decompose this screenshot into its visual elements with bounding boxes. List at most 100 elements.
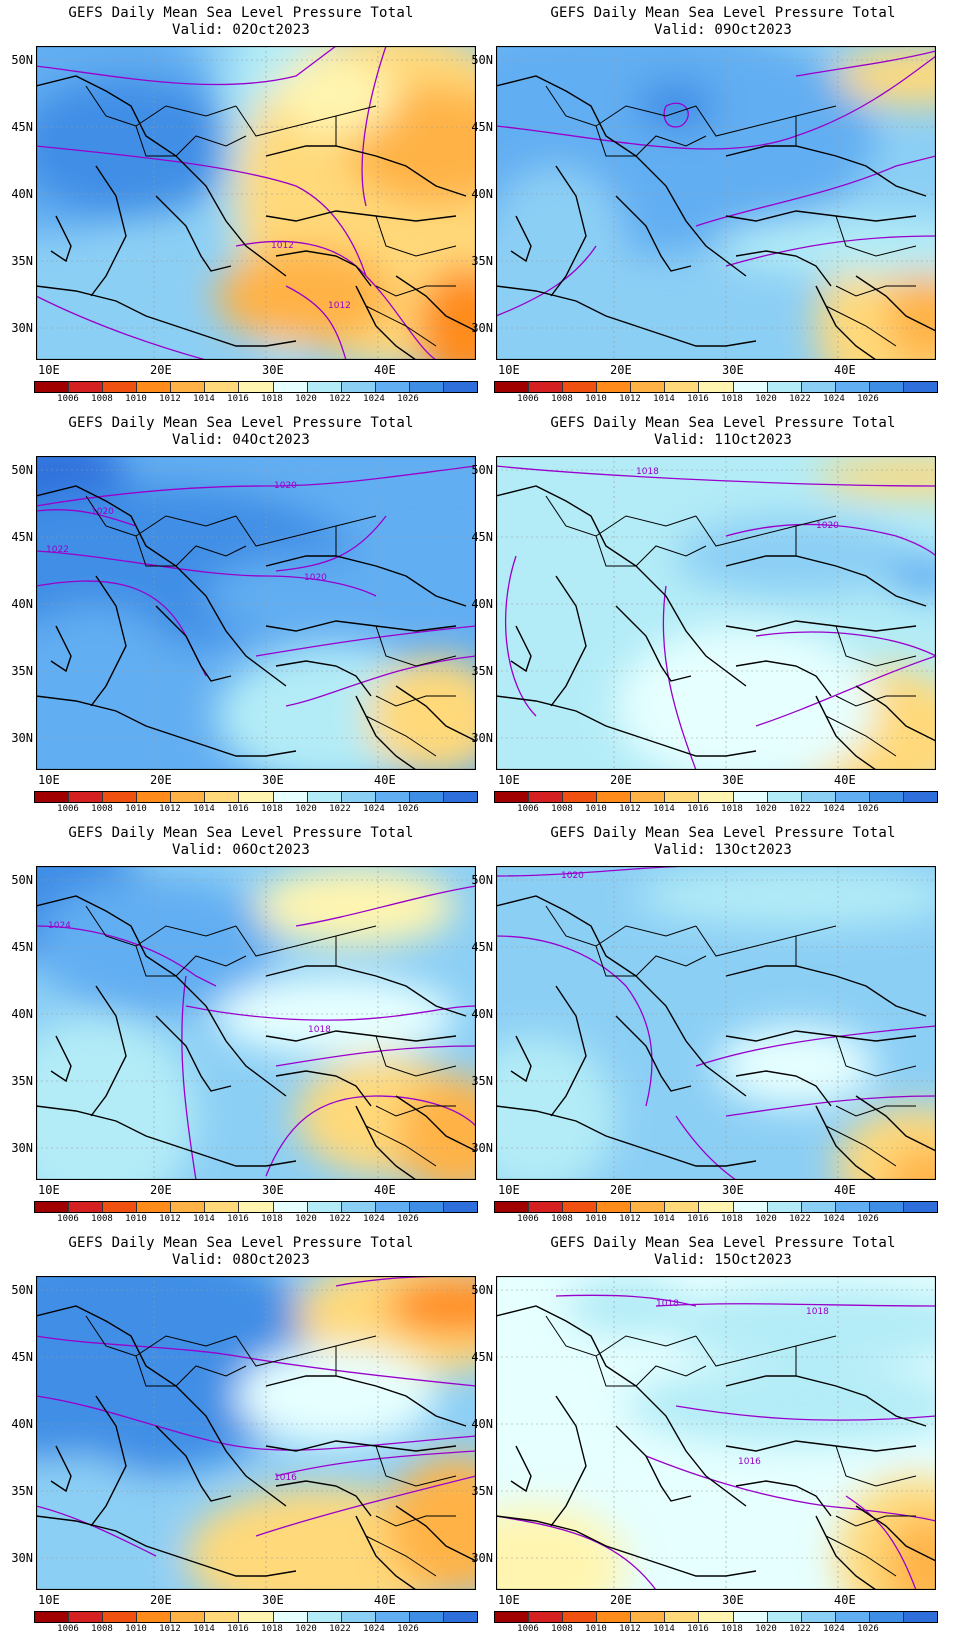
colorbar-label: 1006 [517,1214,539,1224]
colorbar-swatch [631,792,666,802]
longitude-label: 10E [498,363,520,377]
colorbar-label: 1012 [619,394,641,404]
isobar-line [36,925,217,987]
coastline [275,660,372,697]
coastline [510,625,532,673]
coastline [90,165,127,297]
latitude-label: 40N [471,187,493,201]
coastline [510,1035,532,1083]
colorbar-swatch [495,1612,530,1622]
colorbar-label: 1016 [687,1214,709,1224]
colorbar-label: 1018 [261,394,283,404]
country-border [375,695,456,707]
colorbar-label: 1006 [517,804,539,814]
latitude-label: 50N [471,463,493,477]
country-border [85,495,237,537]
pressure-field-region [616,626,876,770]
colorbar-label: 1010 [125,1214,147,1224]
coastline [725,145,927,197]
isobar-label: 1020 [816,521,839,531]
coastline [36,285,297,347]
colorbar-label: 1014 [653,1624,675,1634]
coastline [855,1505,936,1562]
colorbar-swatch [239,1612,274,1622]
latitude-label: 30N [11,1141,33,1155]
latitude-label: 35N [11,664,33,678]
colorbar-label: 1026 [397,804,419,814]
coastline [155,605,232,682]
colorbar-swatch [529,1612,564,1622]
country-border [545,1315,697,1357]
colorbar-swatch [733,792,768,802]
latitude-label: 40N [11,187,33,201]
country-border [835,1105,916,1117]
colorbar-label: 1010 [125,1624,147,1634]
colorbar-swatch [733,1202,768,1212]
pressure-field-region [386,1456,476,1590]
coastline [36,1105,297,1167]
coastline [725,1030,917,1042]
map-canvas: 1016 [36,1276,476,1590]
longitude-label: 20E [150,363,172,377]
colorbar-label: 1020 [295,1214,317,1224]
colorbar-swatch [375,792,410,802]
panel-title: GEFS Daily Mean Sea Level Pressure Total [68,1235,414,1251]
colorbar-swatch [801,1202,836,1212]
isobar-line [36,1335,476,1387]
colorbar-swatch [137,382,172,392]
colorbar-swatch [341,1202,376,1212]
isobar-line [255,1475,476,1537]
country-border [85,905,237,947]
pressure-map: 1018 1018 1016 [496,1276,936,1590]
coastline [36,695,297,757]
colorbar-swatch [35,1612,70,1622]
colorbar-swatch [205,1202,240,1212]
isobar-line [36,550,377,597]
country-border [375,625,457,667]
colorbar-label: 1008 [551,1624,573,1634]
isobar-line [36,145,367,277]
country-border [695,925,837,957]
colorbar-label: 1006 [517,1624,539,1634]
coastline [155,1015,232,1092]
colorbar-swatch [869,382,904,392]
colorbar-swatch [137,1202,172,1212]
colorbar-swatch [35,382,70,392]
colorbar-label: 1012 [619,804,641,814]
colorbar [34,1611,478,1623]
pressure-field-region [216,976,456,1056]
colorbar-label: 1020 [755,1624,777,1634]
colorbar-label: 1018 [261,1624,283,1634]
colorbar-swatch [409,1612,444,1622]
coastline [265,210,457,222]
coastline [50,1445,72,1493]
latitude-label: 30N [471,321,493,335]
colorbar-swatch [869,1202,904,1212]
colorbar [494,791,938,803]
coastline [395,685,476,742]
colorbar-label: 1026 [857,1214,879,1224]
map-frame [496,456,936,770]
coastline [36,1515,297,1577]
latitude-label: 45N [11,1350,33,1364]
isobar-line [496,245,597,317]
country-border [235,105,377,137]
coastline [735,250,832,287]
isobar-label: 1022 [46,545,69,555]
colorbar-label: 1018 [721,394,743,404]
pressure-map: 1016 [36,1276,476,1590]
isobar-label: 1018 [636,467,659,477]
country-border [825,715,897,757]
longitude-label: 10E [498,1183,520,1197]
colorbar-label: 1018 [261,1214,283,1224]
longitude-label: 30E [262,1183,284,1197]
isobar-line [185,1005,476,1021]
colorbar-label: 1022 [789,394,811,404]
coastline [355,695,417,770]
coastline [155,1425,232,1502]
colorbar-swatch [529,792,564,802]
latitude-label: 35N [471,1484,493,1498]
colorbar-swatch [69,1612,104,1622]
colorbar-label: 1016 [227,394,249,404]
country-border [835,215,917,257]
